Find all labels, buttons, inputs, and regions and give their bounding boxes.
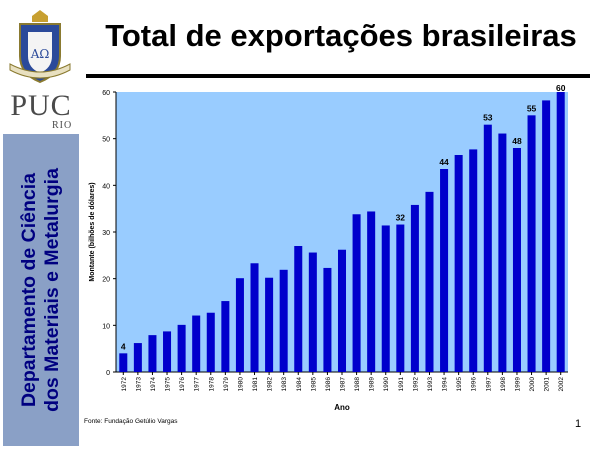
bar (337, 249, 347, 372)
y-tick-label: 50 (102, 137, 110, 144)
bar (469, 149, 478, 372)
x-tick-label: 1981 (252, 377, 259, 392)
y-axis-label: Montante (bilhões de dólares) (89, 182, 96, 281)
x-tick-label: 1987 (340, 377, 347, 392)
bar (294, 246, 303, 372)
bar (410, 204, 419, 372)
department-name: Departamento de Ciência dos Materiais e … (18, 168, 64, 412)
x-tick-label: 1977 (194, 377, 201, 392)
data-label: 48 (512, 136, 522, 146)
bar (323, 267, 332, 372)
bar (556, 92, 565, 372)
page-number: 1 (575, 418, 582, 430)
bar (352, 214, 361, 372)
bar (177, 324, 186, 372)
bar (498, 133, 507, 372)
x-tick-label: 1999 (514, 377, 521, 392)
title-divider (86, 74, 590, 78)
x-tick-label: 1983 (281, 377, 288, 392)
bar (542, 100, 551, 373)
bar (192, 315, 201, 372)
x-tick-label: 1974 (150, 377, 157, 392)
bar (396, 224, 405, 372)
y-tick-label: 20 (102, 277, 110, 284)
bar (163, 331, 172, 372)
x-tick-label: 1986 (325, 377, 332, 392)
x-tick-label: 1992 (412, 377, 419, 392)
x-tick-label: 1984 (296, 377, 303, 392)
bar (440, 169, 449, 372)
bar (235, 278, 244, 372)
x-tick-label: 1994 (442, 377, 449, 392)
x-tick-label: 1990 (383, 377, 390, 392)
x-tick-label: 1972 (121, 377, 128, 392)
bar (454, 155, 463, 372)
bar (483, 124, 492, 372)
y-tick-label: 0 (106, 370, 110, 377)
svg-text:ΑΩ: ΑΩ (30, 47, 50, 61)
bar (148, 335, 157, 372)
x-tick-label: 1995 (456, 377, 463, 392)
bar (367, 211, 376, 372)
data-label: 55 (527, 103, 537, 113)
bar (512, 148, 521, 372)
rio-logo-text: RIO (52, 120, 73, 131)
exports-bar-chart: 0 10 20 30 40 50 60 1972 4 1973 1974 1975 1976 1977 19… (89, 83, 568, 412)
bar (425, 191, 434, 372)
y-tick-label: 10 (102, 323, 110, 330)
x-tick-label: 1978 (208, 377, 215, 392)
data-label: 44 (439, 157, 449, 167)
department-line-1: Departamento de Ciência (18, 172, 40, 408)
bar (133, 343, 142, 372)
bar (119, 353, 128, 372)
department-banner (3, 134, 79, 446)
data-label: 32 (396, 213, 406, 223)
x-tick-label: 2002 (558, 377, 565, 392)
x-tick-label: 1997 (485, 377, 492, 392)
x-tick-label: 1988 (354, 377, 361, 392)
bar (206, 312, 215, 372)
bar (279, 269, 288, 372)
department-line-2: dos Materiais e Metalurgia (41, 168, 63, 412)
bar (527, 115, 536, 373)
university-crest-icon: ΑΩ (9, 10, 71, 84)
sidebar: ΑΩ PUC RIO Departamento de Ciência dos M… (0, 0, 82, 450)
x-tick-label: 1982 (267, 377, 274, 392)
x-axis-label: Ano (334, 403, 350, 412)
x-tick-label: 1993 (427, 377, 434, 392)
source-note: Fonte: Fundação Getúlio Vargas (84, 418, 178, 425)
x-tick-label: 1998 (500, 377, 507, 392)
data-label: 53 (483, 113, 493, 123)
slide-title: Total de exportações brasileiras (105, 18, 577, 53)
bar (381, 225, 390, 372)
x-tick-label: 2001 (544, 377, 551, 392)
x-tick-label: 1976 (179, 377, 186, 392)
x-tick-label: 1975 (165, 377, 172, 392)
bar (221, 301, 230, 372)
bar (308, 252, 317, 372)
x-tick-label: 1973 (135, 377, 142, 392)
x-tick-label: 1985 (310, 377, 317, 392)
y-tick-label: 30 (102, 230, 110, 237)
x-tick-label: 1991 (398, 377, 405, 392)
x-tick-label: 1980 (237, 377, 244, 392)
puc-logo-text: PUC (10, 89, 72, 122)
y-tick-label: 60 (102, 90, 110, 97)
x-tick-label: 2000 (529, 377, 536, 392)
x-tick-label: 1996 (471, 377, 478, 392)
x-tick-label: 1989 (369, 377, 376, 392)
data-label: 4 (121, 341, 126, 351)
x-tick-label: 1979 (223, 377, 230, 392)
data-label: 60 (556, 83, 566, 93)
bar (250, 263, 259, 372)
bar (265, 277, 274, 372)
y-tick-label: 40 (102, 183, 110, 190)
